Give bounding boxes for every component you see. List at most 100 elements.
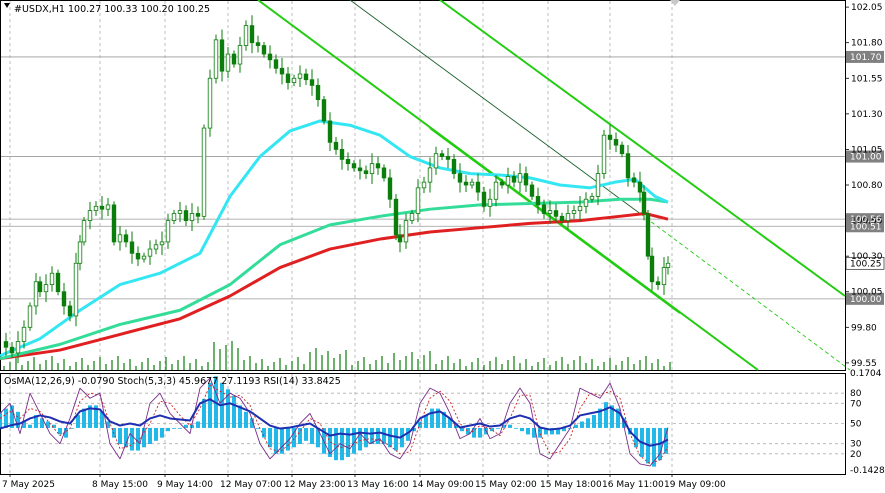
candle-body xyxy=(33,281,39,307)
candle-body xyxy=(177,210,183,214)
osma-bar xyxy=(448,418,452,428)
candle-body xyxy=(661,267,667,286)
osma-bar xyxy=(412,427,416,432)
osma-bar xyxy=(370,427,374,445)
osma-bar xyxy=(10,405,14,428)
candle-body xyxy=(81,220,87,243)
osma-bar xyxy=(232,395,236,428)
candle-body xyxy=(49,272,55,286)
candle-body xyxy=(117,234,123,243)
candle-body xyxy=(297,73,303,79)
time-tick-label: 15 May 18:00 xyxy=(540,480,602,490)
osma-bar xyxy=(172,427,176,429)
osma-bar xyxy=(532,427,536,438)
osc-tick-label: 30 xyxy=(850,440,862,450)
chart-dropdown-icon[interactable] xyxy=(4,3,10,8)
indicator-header: OsMA(12,26,9) -0.0790 Stoch(5,3,3) 45.96… xyxy=(4,376,341,387)
osma-bar xyxy=(202,398,206,428)
osma-bar xyxy=(268,427,272,448)
osma-bar xyxy=(298,427,302,445)
candle-body xyxy=(649,255,655,283)
osma-bar xyxy=(538,427,542,438)
trend-line-dashed xyxy=(639,213,851,371)
osma-bar xyxy=(424,415,428,428)
candle-body xyxy=(43,284,49,293)
osma-bar xyxy=(502,424,506,428)
osma-bar xyxy=(280,427,284,454)
candle-body xyxy=(27,305,33,328)
candle-body xyxy=(535,195,541,206)
osma-bar xyxy=(526,427,530,435)
osma-bar xyxy=(328,427,332,457)
candle-body xyxy=(105,204,111,210)
candle-body xyxy=(517,173,523,183)
candle-body xyxy=(201,127,207,217)
osma-bar xyxy=(154,427,158,441)
candle-body xyxy=(505,176,511,186)
candle-body xyxy=(645,213,651,257)
candle-body xyxy=(339,149,345,160)
osma-bar xyxy=(562,427,566,432)
osma-bar xyxy=(478,427,482,438)
candle-body xyxy=(129,241,135,254)
price-level-tag-label: 101.70 xyxy=(850,53,882,63)
candle-body xyxy=(403,220,409,243)
osma-bar xyxy=(34,415,38,428)
osma-bar xyxy=(106,421,110,428)
osma-bar xyxy=(52,424,56,428)
osc-tick-label: 20 xyxy=(850,450,862,460)
candle-body xyxy=(77,241,83,264)
candle-body xyxy=(583,198,589,207)
osc-tick-label: 70 xyxy=(850,399,862,409)
osma-bar xyxy=(316,427,320,448)
price-level-tag xyxy=(846,50,884,63)
osma-bar xyxy=(178,427,182,429)
osma-bar xyxy=(130,427,134,451)
candle-body xyxy=(433,153,439,169)
candle-body xyxy=(493,181,499,200)
osma-bar xyxy=(94,405,98,428)
candle-body xyxy=(165,220,171,243)
price-tick-label: 100.30 xyxy=(851,252,883,262)
current-price-tag xyxy=(845,256,885,270)
osma-bar xyxy=(256,427,260,429)
candle-body xyxy=(559,215,565,221)
candle-body xyxy=(613,139,619,146)
candle-body xyxy=(309,79,315,86)
osma-bar xyxy=(88,405,92,428)
osma-bar xyxy=(358,427,362,451)
chart-shift-marker[interactable] xyxy=(670,0,680,6)
price-level-tag-label: 100.51 xyxy=(850,222,882,232)
trend-line-channel xyxy=(439,0,846,297)
candle-body xyxy=(421,181,427,189)
candle-body xyxy=(601,134,607,175)
price-level-tag xyxy=(846,292,884,305)
candle-body xyxy=(315,84,321,101)
osma-bar xyxy=(550,427,554,435)
osma-bar xyxy=(16,411,20,428)
osma-bar xyxy=(514,427,518,429)
candle-body xyxy=(363,170,369,175)
osma-bar xyxy=(394,427,398,451)
candle-body xyxy=(225,53,231,72)
candle-body xyxy=(219,39,225,72)
osma-bar xyxy=(556,427,560,435)
osma-bar xyxy=(472,427,476,438)
price-level-tag-label: 101.00 xyxy=(850,153,882,163)
osma-bar xyxy=(76,415,80,428)
candle-body xyxy=(273,59,279,69)
price-tick-label: 101.30 xyxy=(851,110,883,120)
osma-bar xyxy=(454,424,458,428)
candle-body xyxy=(237,45,243,65)
candle-body xyxy=(183,210,189,221)
candle-body xyxy=(147,248,153,257)
candle-body xyxy=(153,244,159,250)
time-tick-label: 12 May 23:00 xyxy=(284,480,346,490)
candle-body xyxy=(469,181,475,186)
price-tick-label: 100.55 xyxy=(851,217,883,227)
osma-bar xyxy=(490,427,494,432)
price-level-tag-label: 100.25 xyxy=(850,259,882,269)
price-level-tag-label: 100.56 xyxy=(850,215,882,225)
